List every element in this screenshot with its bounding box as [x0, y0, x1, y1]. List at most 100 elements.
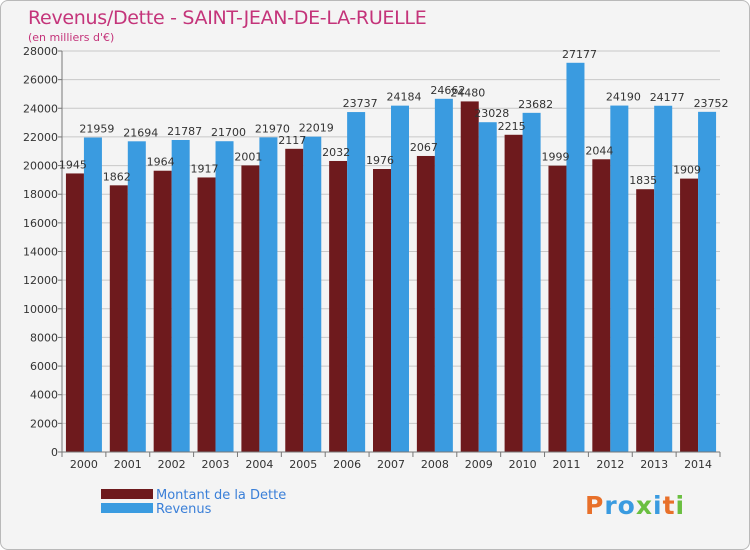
revenus-bar: [391, 105, 409, 452]
revenus-bar: [303, 136, 322, 452]
dette-bar: [416, 155, 435, 452]
logo-letter: t: [662, 491, 676, 520]
revenus-bar: [698, 111, 717, 452]
proxiti-logo: Proxiti: [585, 491, 685, 520]
legend-swatch: [101, 503, 153, 513]
revenus-data-label: 23752: [694, 97, 729, 110]
x-tick-label: 2001: [114, 458, 142, 471]
revenus-bar: [566, 62, 585, 453]
revenus-bar: [215, 141, 234, 452]
dette-data-label: 2067: [410, 141, 438, 154]
revenus-bar: [478, 122, 497, 452]
revenus-data-label: 24190: [606, 91, 641, 104]
y-tick-label: 14000: [23, 246, 58, 259]
revenus-bar: [83, 137, 102, 452]
y-tick-label: 0: [51, 446, 58, 459]
revenus-data-label: 21959: [79, 123, 114, 136]
dette-bar: [373, 169, 391, 452]
x-tick-label: 2000: [70, 458, 98, 471]
legend-label: Montant de la Dette: [156, 488, 286, 503]
dette-bar: [548, 165, 567, 452]
x-tick-label: 2002: [158, 458, 186, 471]
logo-letter: i: [653, 491, 663, 520]
revenus-data-label: 21700: [211, 126, 246, 139]
bars: [65, 62, 717, 453]
y-tick-label: 12000: [23, 274, 58, 287]
x-tick-label: 2004: [245, 458, 273, 471]
x-tick-label: 2003: [202, 458, 230, 471]
logo-letter: r: [604, 491, 618, 520]
logo-letter: P: [585, 491, 605, 520]
dette-data-label: 1999: [541, 151, 569, 164]
dette-bar: [109, 185, 128, 452]
y-tick-label: 6000: [30, 360, 58, 373]
revenus-bar: [127, 141, 146, 453]
dette-data-label: 1976: [366, 154, 394, 167]
revenus-data-label: 21787: [167, 125, 202, 138]
revenus-bar: [171, 139, 190, 452]
dette-data-label: 1945: [59, 158, 87, 171]
dette-data-label: 1964: [147, 156, 175, 169]
dette-data-label: 1835: [629, 174, 657, 187]
revenus-data-label: 23028: [474, 107, 509, 120]
revenus-data-label: 24177: [650, 91, 685, 104]
chart-title: Revenus/Dette - SAINT-JEAN-DE-LA-RUELLE: [28, 7, 427, 29]
dette-data-label: 2032: [322, 146, 350, 159]
x-tick-label: 2013: [640, 458, 668, 471]
dette-data-label: 2215: [498, 120, 526, 133]
revenus-data-label: 27177: [562, 48, 597, 61]
x-tick-label: 2014: [684, 458, 712, 471]
x-tick-label: 2010: [509, 458, 537, 471]
y-tick-label: 26000: [23, 74, 58, 87]
y-tick-label: 8000: [30, 331, 58, 344]
revenus-data-label: 21970: [255, 122, 290, 135]
y-tick-label: 22000: [23, 131, 58, 144]
dette-bar: [504, 134, 523, 453]
dette-bar: [592, 159, 611, 452]
data-labels: 1945 21959 1862 21694 1964 21787 1917 21700 2001…: [59, 48, 729, 187]
dette-data-label: 1909: [673, 164, 701, 177]
revenus-bar: [347, 112, 366, 453]
revenus-data-label: 23737: [343, 97, 378, 110]
revenus-bar: [610, 105, 629, 453]
x-tick-label: 2008: [421, 458, 449, 471]
dette-data-label: 2001: [234, 150, 262, 163]
y-tick-label: 28000: [23, 45, 58, 58]
dette-data-label: 1862: [103, 170, 131, 183]
revenus-bar: [259, 137, 278, 452]
revenus-data-label: 21694: [123, 126, 158, 139]
dette-bar: [197, 177, 216, 452]
dette-data-label: 1917: [191, 162, 219, 175]
dette-data-label: 2117: [278, 134, 306, 147]
dette-bar: [65, 173, 84, 452]
y-tick-label: 20000: [23, 160, 58, 173]
x-tick-label: 2005: [289, 458, 317, 471]
x-tick-label: 2012: [596, 458, 624, 471]
revenus-data-label: 23682: [518, 98, 553, 111]
y-tick-label: 18000: [23, 188, 58, 201]
y-tick-label: 16000: [23, 217, 58, 230]
revenus-data-label: 22019: [299, 122, 334, 135]
dette-data-label: 2044: [585, 144, 613, 157]
axes: 0 2000 4000 6000 8000 10000 12000 14000 16000 180…: [23, 45, 721, 471]
dette-bar: [241, 165, 260, 452]
y-tick-label: 24000: [23, 102, 58, 115]
x-tick-label: 2006: [333, 458, 361, 471]
logo-letter: x: [635, 491, 653, 520]
dette-bar: [680, 178, 699, 452]
dette-bar: [153, 170, 172, 452]
legend-label: Revenus: [156, 502, 212, 517]
dette-bar: [285, 148, 304, 452]
revenus-bar: [654, 105, 673, 452]
x-tick-label: 2007: [377, 458, 405, 471]
revenus-bar: [434, 98, 453, 452]
dette-bar: [636, 189, 655, 452]
dette-bar: [460, 101, 479, 452]
revenus-bar: [522, 112, 541, 452]
revenus-data-label: 24662: [430, 84, 465, 97]
chart-subtitle: (en milliers d'€): [28, 31, 115, 44]
legend-swatch: [101, 489, 153, 499]
